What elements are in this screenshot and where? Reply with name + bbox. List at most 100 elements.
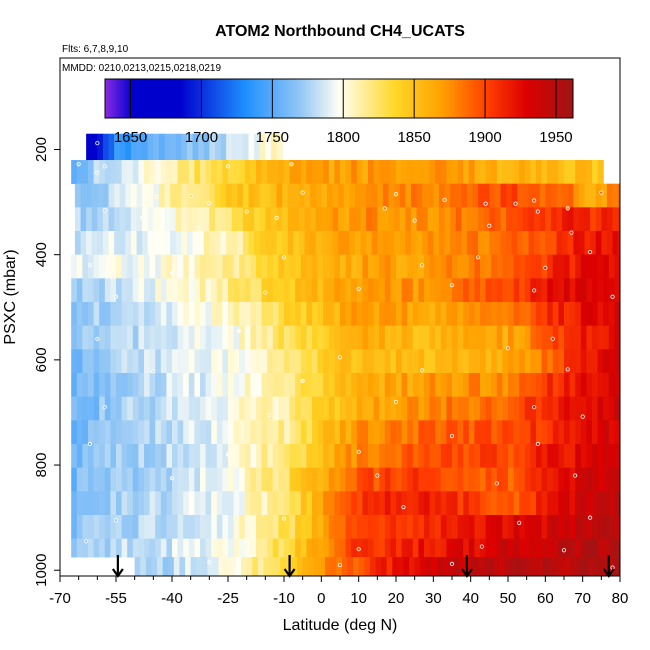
heatmap-cell (491, 467, 498, 492)
heatmap-cell (188, 491, 195, 516)
heatmap-cell (541, 325, 548, 350)
heatmap-cell (603, 302, 610, 327)
heatmap-cell (536, 396, 543, 421)
heatmap-cell (386, 557, 393, 576)
heatmap-cell (575, 373, 582, 398)
heatmap-cell (136, 231, 143, 256)
heatmap-cell (289, 515, 296, 540)
heatmap-cell (614, 254, 620, 279)
heatmap-cell (121, 444, 128, 469)
heatmap-cell (416, 183, 423, 208)
heatmap-cell (502, 349, 509, 374)
heatmap-cell (127, 515, 134, 540)
heatmap-cell (116, 538, 123, 558)
heatmap-cell (362, 349, 369, 374)
heatmap-cell (429, 278, 436, 303)
heatmap-cell (468, 444, 475, 469)
heatmap-cell (448, 557, 455, 576)
heatmap-cell (166, 349, 173, 374)
heatmap-cell (248, 207, 255, 232)
heatmap-cell (390, 278, 397, 303)
heatmap-cell (239, 538, 246, 558)
heatmap-cell (564, 302, 571, 327)
sample-point (244, 541, 249, 547)
heatmap-cell (463, 444, 470, 469)
heatmap-cell (340, 444, 347, 469)
heatmap-cell (252, 557, 259, 576)
heatmap-cell (207, 557, 214, 576)
heatmap-cell (256, 396, 263, 421)
heatmap-cell (513, 254, 520, 279)
heatmap-cell (282, 207, 289, 232)
heatmap-cell (614, 538, 620, 558)
heatmap-cell (93, 515, 100, 540)
heatmap-cell (88, 325, 95, 350)
heatmap-cell (222, 396, 229, 421)
heatmap-cell (177, 491, 184, 516)
heatmap-cell (233, 278, 240, 303)
heatmap-cell (203, 207, 210, 232)
heatmap-cell (306, 515, 313, 540)
heatmap-cell (407, 491, 414, 516)
heatmap-cell (295, 515, 302, 540)
heatmap-cell (592, 538, 599, 558)
heatmap-cell (237, 231, 244, 256)
heatmap-cell (289, 373, 296, 398)
sample-point (375, 473, 380, 478)
heatmap-cell (502, 396, 509, 421)
heatmap-cell (256, 467, 263, 492)
heatmap-cell (121, 325, 128, 350)
heatmap-cell (388, 207, 395, 232)
heatmap-cell (179, 557, 186, 576)
heatmap-cell (552, 396, 559, 421)
sample-point (356, 449, 361, 454)
heatmap-cell (351, 467, 358, 492)
heatmap-cell (446, 467, 453, 492)
heatmap-cell (446, 373, 453, 398)
heatmap-cell (345, 373, 352, 398)
heatmap-cell (132, 420, 139, 445)
heatmap-cell (166, 396, 173, 421)
heatmap-cell (71, 467, 78, 492)
heatmap-cell (508, 349, 515, 374)
heatmap-cell (237, 207, 244, 232)
heatmap-cell (483, 207, 490, 232)
heatmap-cell (575, 515, 582, 540)
heatmap-cell (158, 133, 166, 161)
heatmap-cell (452, 325, 459, 350)
sample-point (532, 288, 537, 293)
heatmap-cell (450, 183, 457, 208)
heatmap-cell (138, 349, 145, 374)
heatmap-cell (586, 420, 593, 445)
heatmap-cell (144, 160, 151, 185)
heatmap-cell (188, 325, 195, 350)
heatmap-cell (440, 444, 447, 469)
sample-point (188, 193, 193, 198)
heatmap-cell (209, 231, 216, 256)
heatmap-cell (323, 373, 330, 398)
heatmap-cell (446, 538, 453, 558)
heatmap-cell (592, 396, 599, 421)
heatmap-cell (317, 254, 324, 279)
heatmap-cell (552, 160, 559, 185)
heatmap-cell (564, 254, 571, 279)
heatmap-cell (353, 557, 360, 576)
heatmap-cell (368, 491, 375, 516)
heatmap-cell (317, 373, 324, 398)
heatmap-cell (88, 538, 95, 558)
heatmap-cell (76, 396, 83, 421)
heatmap-cell (508, 444, 515, 469)
heatmap-cell (384, 278, 391, 303)
heatmap-cell (569, 444, 576, 469)
heatmap-cell (295, 160, 302, 185)
latitude-arrow (111, 555, 124, 578)
heatmap-cell (289, 349, 296, 374)
heatmap-cell (379, 491, 386, 516)
heatmap-cell (71, 515, 78, 540)
heatmap-cell (519, 349, 526, 374)
heatmap-cell (416, 207, 423, 232)
heatmap-cell (597, 349, 604, 374)
heatmap-cell (172, 278, 179, 303)
heatmap-cell (242, 231, 250, 256)
heatmap-cell (338, 183, 345, 208)
